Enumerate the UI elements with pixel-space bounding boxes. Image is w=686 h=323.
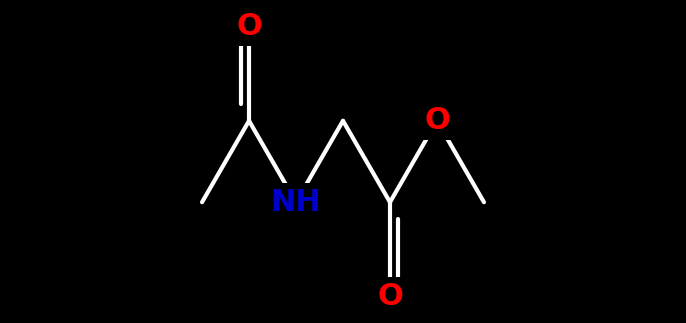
Text: O: O [424,106,450,135]
Text: O: O [236,12,262,41]
Text: O: O [377,282,403,311]
Text: NH: NH [271,188,321,217]
